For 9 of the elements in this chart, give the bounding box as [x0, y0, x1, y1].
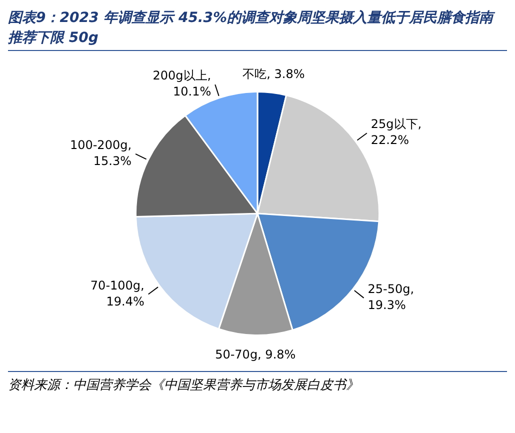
chart-title: 图表9：2023 年调查显示 45.3%的调查对象周坚果摄入量低于居民膳食指南推荐下限 50g — [8, 8, 507, 51]
slice-label: 200g以上, 10.1% — [152, 68, 212, 99]
slice-label: 100-200g, 15.3% — [70, 138, 132, 168]
text: 资料来源：中国营养学会《中国坚果营养与市场发展白皮书》 — [8, 377, 360, 394]
slice-label: 50-70g, 9.8% — [215, 347, 296, 362]
slice-label: 25g以下, 22.2% — [370, 117, 422, 148]
slice-label: 25-50g, 19.3% — [368, 282, 414, 312]
slice-label: 不吃, 3.8% — [242, 66, 305, 81]
slice-label: 70-100g, 19.4% — [90, 278, 144, 308]
